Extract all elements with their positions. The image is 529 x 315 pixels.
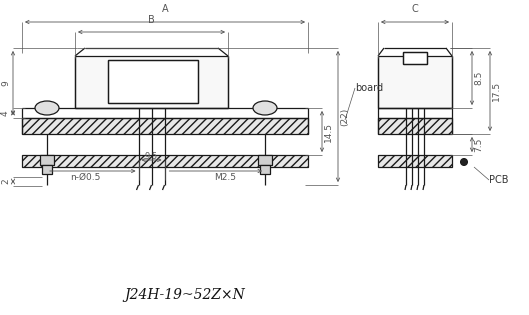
Bar <box>378 118 452 134</box>
Text: 8.5: 8.5 <box>474 71 483 85</box>
Text: 17.5: 17.5 <box>492 81 501 101</box>
Text: board: board <box>355 83 383 93</box>
Bar <box>378 56 452 108</box>
Bar <box>258 155 272 165</box>
Text: B: B <box>148 15 155 25</box>
Text: A: A <box>162 4 168 14</box>
Text: 9.5: 9.5 <box>145 152 158 161</box>
Bar <box>22 155 308 167</box>
Circle shape <box>461 158 468 165</box>
Text: M2.5: M2.5 <box>214 173 236 182</box>
Text: J24H-19~52Z×N: J24H-19~52Z×N <box>125 288 245 302</box>
Text: C: C <box>412 4 418 14</box>
Text: PCB: PCB <box>489 175 508 185</box>
Text: 9: 9 <box>1 80 10 86</box>
Ellipse shape <box>35 101 59 115</box>
Bar <box>75 56 228 108</box>
Text: 7.5: 7.5 <box>474 137 483 152</box>
Text: (22): (22) <box>340 107 349 126</box>
Bar <box>260 165 270 174</box>
Text: 14.5: 14.5 <box>324 122 333 141</box>
Text: 2: 2 <box>1 179 10 184</box>
Text: n-Ø0.5: n-Ø0.5 <box>70 173 100 182</box>
Ellipse shape <box>253 101 277 115</box>
Bar <box>40 155 54 165</box>
Bar <box>108 60 198 103</box>
Bar <box>403 52 427 64</box>
Bar <box>378 155 452 167</box>
Text: 4: 4 <box>1 110 10 116</box>
Bar <box>42 165 52 174</box>
Bar <box>22 118 308 134</box>
